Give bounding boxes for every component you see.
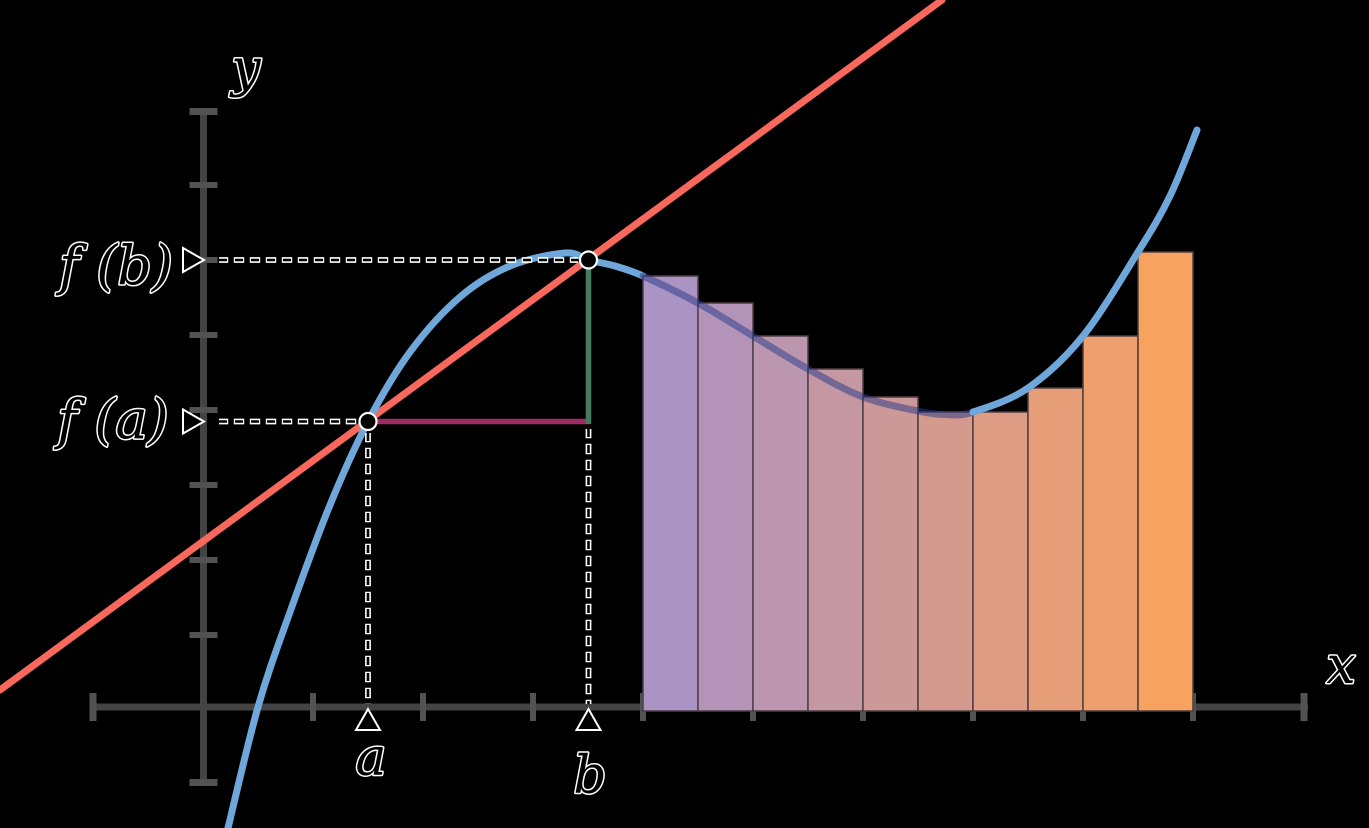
- point-dot-a: [358, 411, 378, 432]
- a-pointer: [354, 706, 382, 731]
- riemann-rect-9: [1082, 335, 1139, 712]
- label-b: b: [573, 746, 606, 806]
- labels-layer: f (b) f (a) a b x y: [52, 38, 1357, 808]
- label-a: a: [355, 728, 386, 788]
- secant-line: [0, 0, 946, 694]
- riemann-rect-7: [972, 411, 1029, 712]
- b-pointer: [574, 706, 603, 731]
- point-dot-b: [578, 250, 599, 270]
- function-curve-right-segment: [969, 126, 1201, 416]
- label-y-axis: y: [229, 39, 261, 99]
- curve-layer: [224, 249, 647, 828]
- riemann-rect-8: [1027, 387, 1084, 712]
- segments-layer: [368, 262, 592, 425]
- curve-overlay-layer: [639, 126, 1201, 419]
- function-curve: [224, 249, 647, 828]
- riemann-rect-6: [917, 411, 974, 712]
- points-layer: [358, 250, 599, 432]
- riemann-rect-10: [1137, 251, 1194, 712]
- secant-layer: [0, 0, 946, 694]
- label-x-axis: x: [1326, 636, 1355, 696]
- riemann-rect-4: [807, 368, 864, 712]
- pointers-layer: [182, 246, 603, 731]
- riemann-rect-5: [862, 396, 919, 712]
- riemann-rect-2: [697, 302, 754, 712]
- dashed-layer: [219, 257, 592, 704]
- riemann-layer: [642, 251, 1194, 712]
- label-f-of-a: f (a): [53, 388, 168, 451]
- label-f-of-b: f (b): [55, 234, 173, 297]
- f-of-b-pointer: [182, 246, 207, 274]
- function-curve-muted-segment: [639, 272, 977, 419]
- f-of-a-pointer: [182, 407, 207, 436]
- riemann-rect-1: [642, 275, 699, 712]
- riemann-rect-3: [752, 335, 809, 712]
